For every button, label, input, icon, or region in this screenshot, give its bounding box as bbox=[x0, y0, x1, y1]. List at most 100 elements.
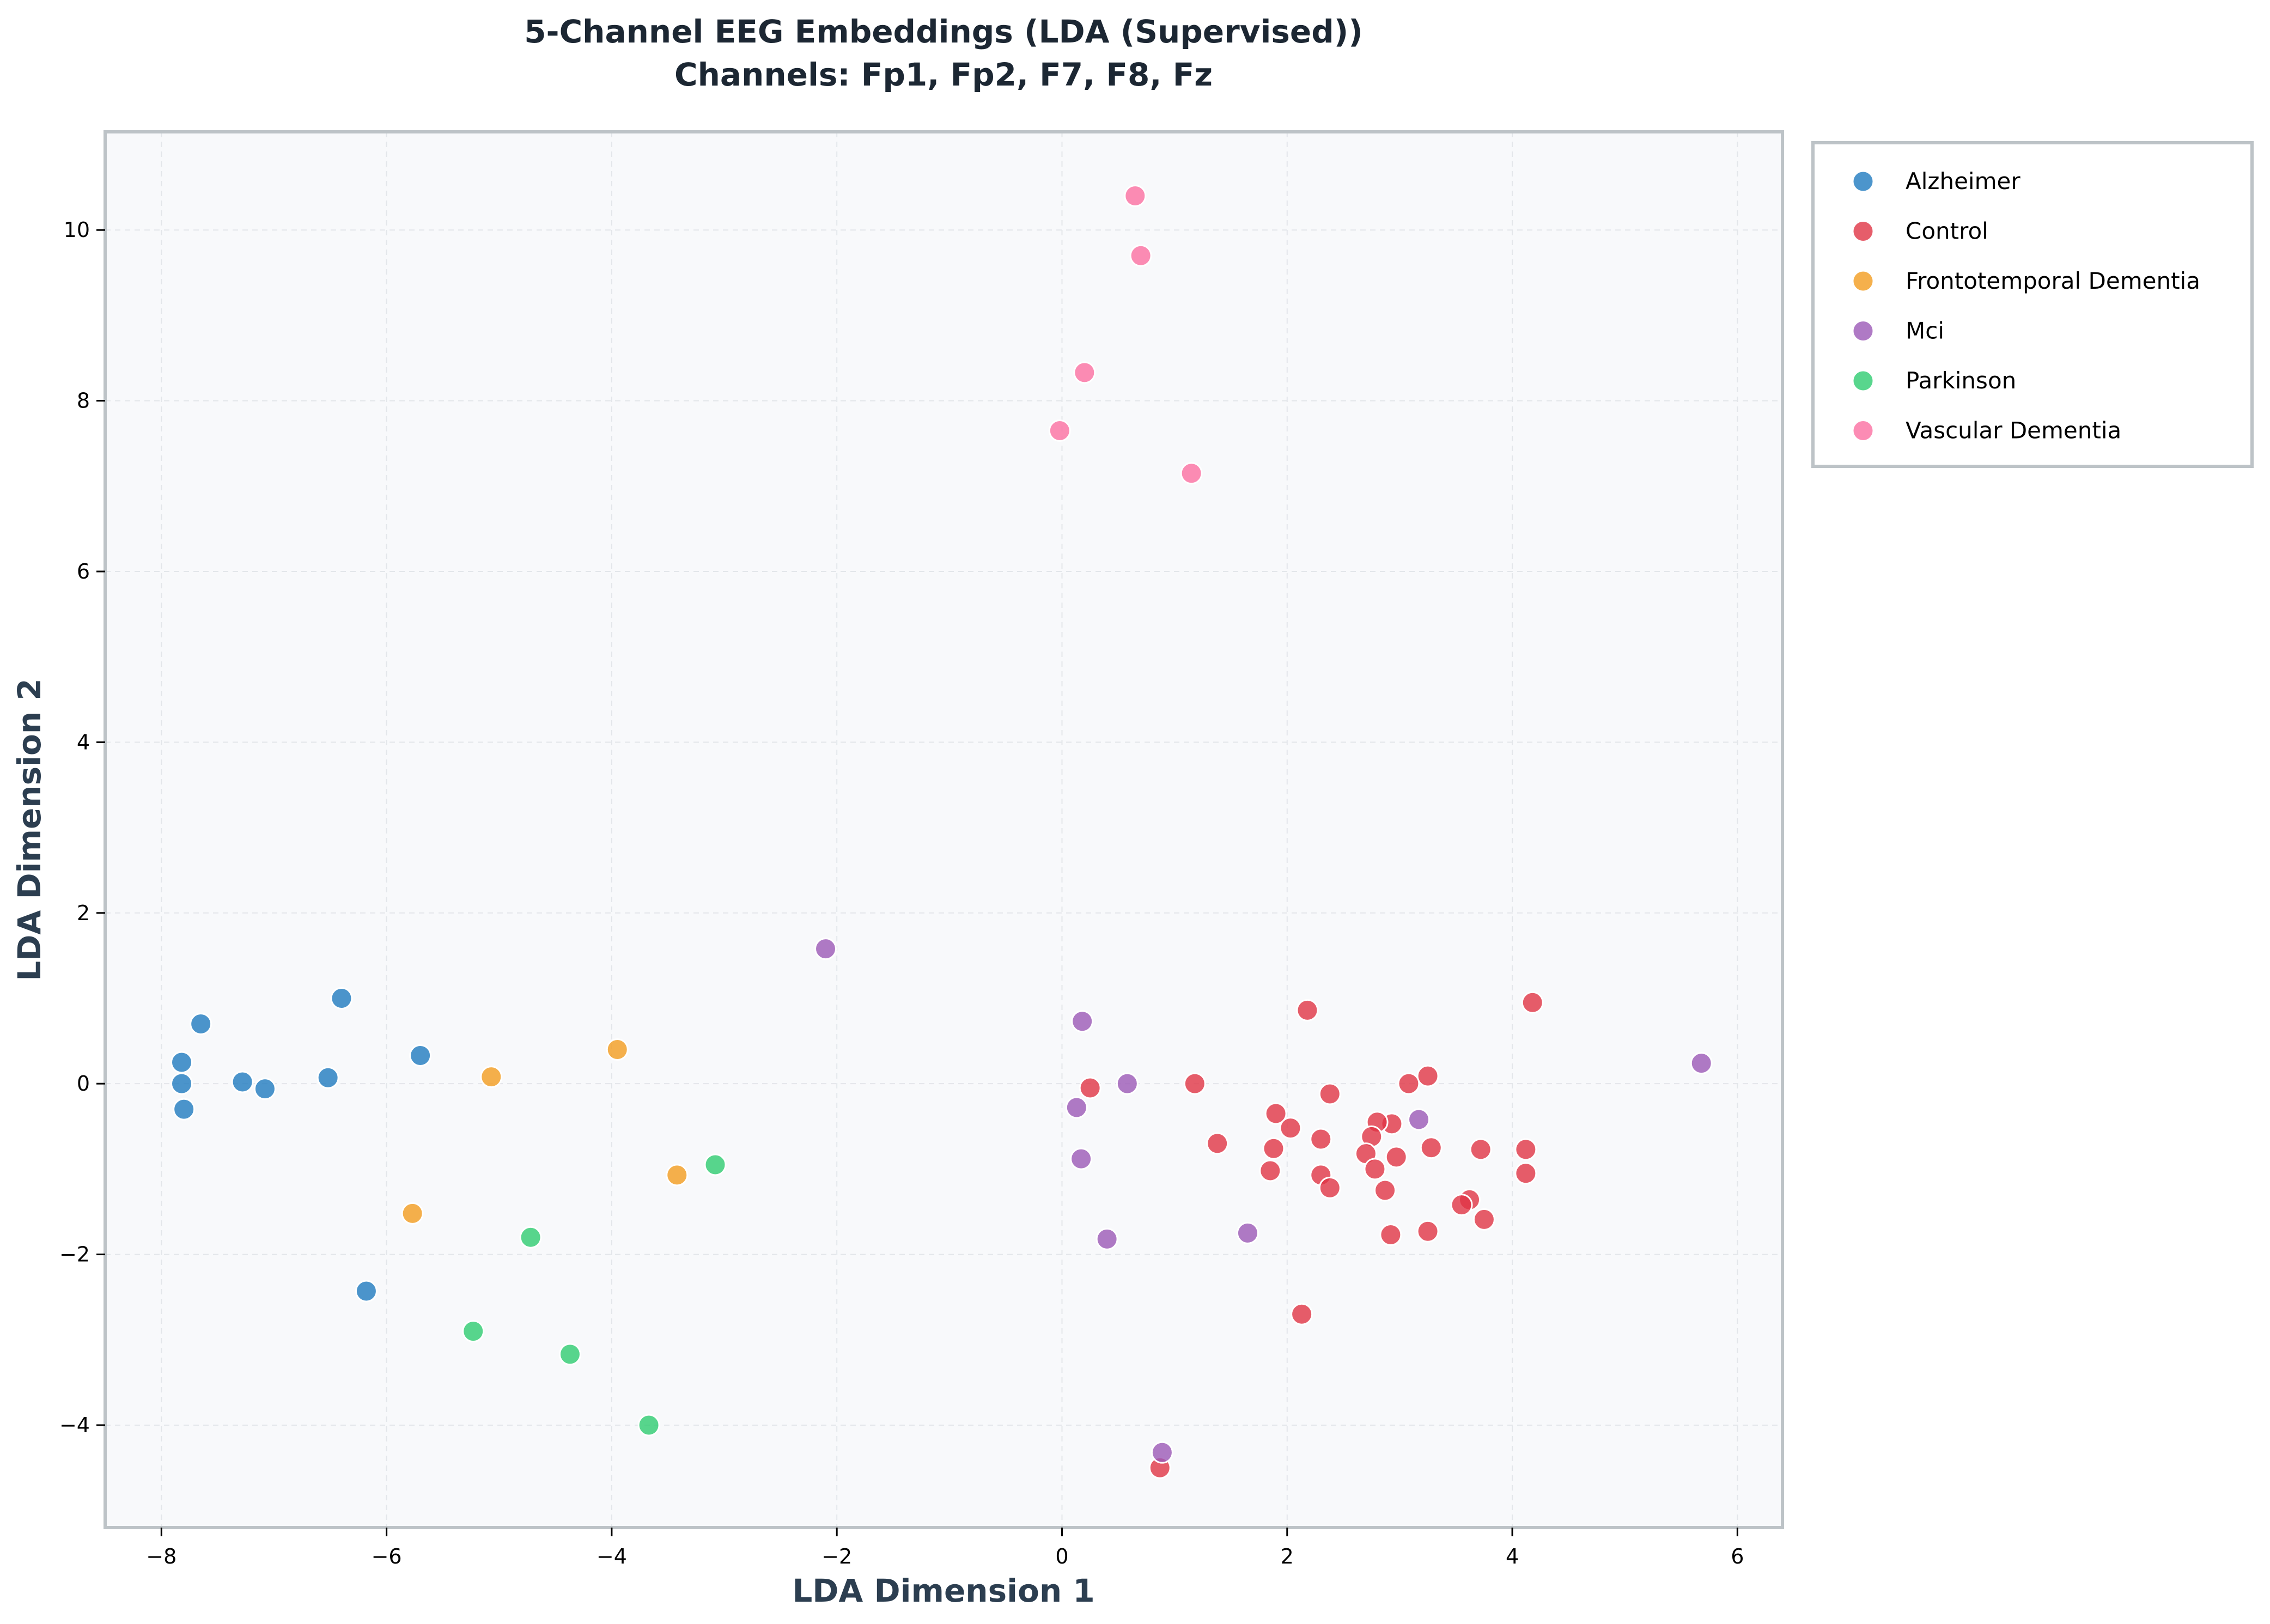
point-control bbox=[1364, 1158, 1386, 1181]
point-vascular-dementia bbox=[1129, 244, 1152, 267]
x-tick-label: −2 bbox=[821, 1544, 852, 1568]
legend-label: Alzheimer bbox=[1906, 168, 2021, 194]
legend-label: Control bbox=[1906, 218, 1988, 245]
x-tick-label: 4 bbox=[1506, 1544, 1519, 1568]
plot-area bbox=[105, 132, 1782, 1528]
chart-title-line-2: Channels: Fp1, Fp2, F7, F8, Fz bbox=[674, 56, 1213, 93]
point-mci bbox=[1116, 1072, 1139, 1095]
legend: Alzheimer Control Frontotemporal Dementia M… bbox=[1811, 141, 2254, 468]
point-alzheimer bbox=[190, 1012, 212, 1035]
point-alzheimer bbox=[355, 1280, 378, 1303]
point-alzheimer bbox=[171, 1072, 193, 1095]
point-control bbox=[1472, 1208, 1495, 1231]
point-vascular-dementia bbox=[1073, 361, 1096, 384]
x-tick-label: −4 bbox=[597, 1544, 627, 1568]
y-tick-label: 10 bbox=[64, 218, 90, 242]
point-control bbox=[1310, 1128, 1332, 1151]
point-control bbox=[1279, 1117, 1302, 1140]
x-axis-label: LDA Dimension 1 bbox=[792, 1572, 1094, 1609]
point-control bbox=[1262, 1137, 1285, 1160]
legend-marker bbox=[1852, 419, 1875, 442]
point-mci bbox=[1236, 1221, 1259, 1244]
point-control bbox=[1374, 1179, 1397, 1202]
x-tick-label: 2 bbox=[1281, 1544, 1294, 1568]
plot-frame bbox=[104, 130, 1784, 1529]
legend-label: Parkinson bbox=[1906, 367, 2016, 394]
point-control bbox=[1259, 1159, 1282, 1182]
point-frontotemporal-dementia bbox=[666, 1164, 689, 1187]
point-mci bbox=[1690, 1052, 1713, 1075]
point-control bbox=[1514, 1162, 1537, 1185]
x-tick-label: −6 bbox=[372, 1544, 402, 1568]
legend-marker bbox=[1852, 320, 1875, 342]
point-parkinson bbox=[558, 1343, 581, 1366]
y-tick-label: 0 bbox=[77, 1072, 90, 1096]
point-control bbox=[1206, 1132, 1229, 1155]
point-control bbox=[1397, 1072, 1420, 1095]
axis-ticks: −8 −6 −4 −2 0 2 4 6 −4 −2 0 2 4 6 8 10 bbox=[59, 218, 1744, 1568]
point-mci bbox=[1151, 1441, 1173, 1464]
legend-marker bbox=[1852, 369, 1875, 392]
point-control bbox=[1420, 1136, 1443, 1159]
legend-label: Vascular Dementia bbox=[1906, 417, 2121, 444]
point-frontotemporal-dementia bbox=[480, 1066, 503, 1088]
scatter-points bbox=[171, 185, 1713, 1479]
y-tick-label: 8 bbox=[77, 389, 90, 413]
point-control bbox=[1385, 1146, 1408, 1169]
point-vascular-dementia bbox=[1124, 185, 1147, 208]
point-alzheimer bbox=[231, 1070, 254, 1093]
legend-label: Frontotemporal Dementia bbox=[1906, 267, 2200, 294]
point-alzheimer bbox=[317, 1066, 339, 1089]
point-alzheimer bbox=[409, 1044, 432, 1067]
point-control bbox=[1514, 1138, 1537, 1161]
y-tick-label: 4 bbox=[77, 730, 90, 754]
y-tick-label: −2 bbox=[59, 1243, 90, 1267]
legend-item-frontotemporal-dementia: Frontotemporal Dementia bbox=[1852, 267, 2200, 294]
legend-frame bbox=[1811, 141, 2254, 468]
x-tick-label: 0 bbox=[1055, 1544, 1068, 1568]
legend-item-parkinson: Parkinson bbox=[1852, 367, 2016, 394]
grid-lines bbox=[105, 132, 1782, 1528]
chart-title-line-1: 5-Channel EEG Embeddings (LDA (Supervise… bbox=[524, 13, 1363, 50]
y-tick-label: −4 bbox=[59, 1413, 90, 1437]
point-alzheimer bbox=[330, 987, 353, 1009]
point-control bbox=[1318, 1176, 1341, 1199]
legend-item-alzheimer: Alzheimer bbox=[1852, 168, 2021, 194]
point-control bbox=[1416, 1065, 1439, 1087]
point-parkinson bbox=[637, 1414, 660, 1437]
legend-label: Mci bbox=[1906, 318, 1944, 344]
point-control bbox=[1379, 1224, 1402, 1246]
point-parkinson bbox=[462, 1320, 485, 1343]
point-control bbox=[1264, 1102, 1287, 1125]
point-alzheimer bbox=[171, 1051, 193, 1074]
point-control bbox=[1416, 1220, 1439, 1243]
point-vascular-dementia bbox=[1180, 462, 1203, 485]
point-control bbox=[1183, 1072, 1206, 1095]
legend-item-vascular-dementia: Vascular Dementia bbox=[1852, 417, 2121, 444]
legend-marker bbox=[1852, 170, 1875, 193]
x-tick-label: −8 bbox=[146, 1544, 177, 1568]
point-mci bbox=[814, 938, 837, 960]
point-mci bbox=[1071, 1010, 1094, 1033]
point-control bbox=[1521, 991, 1544, 1014]
point-control bbox=[1296, 999, 1319, 1021]
point-parkinson bbox=[519, 1226, 542, 1249]
point-control bbox=[1318, 1082, 1341, 1105]
legend-item-mci: Mci bbox=[1852, 318, 1944, 344]
x-tick-label: 6 bbox=[1731, 1544, 1744, 1568]
point-control bbox=[1291, 1303, 1313, 1325]
legend-marker bbox=[1852, 270, 1875, 293]
legend-marker bbox=[1852, 220, 1875, 242]
point-control bbox=[1469, 1138, 1492, 1161]
point-control bbox=[1450, 1194, 1473, 1217]
point-mci bbox=[1408, 1108, 1431, 1131]
point-control bbox=[1079, 1076, 1101, 1099]
point-mci bbox=[1065, 1096, 1088, 1119]
point-vascular-dementia bbox=[1048, 419, 1071, 442]
point-alzheimer bbox=[253, 1078, 276, 1100]
point-frontotemporal-dementia bbox=[401, 1202, 424, 1225]
point-mci bbox=[1096, 1227, 1118, 1250]
point-mci bbox=[1070, 1147, 1093, 1170]
legend-item-control: Control bbox=[1852, 218, 1988, 245]
